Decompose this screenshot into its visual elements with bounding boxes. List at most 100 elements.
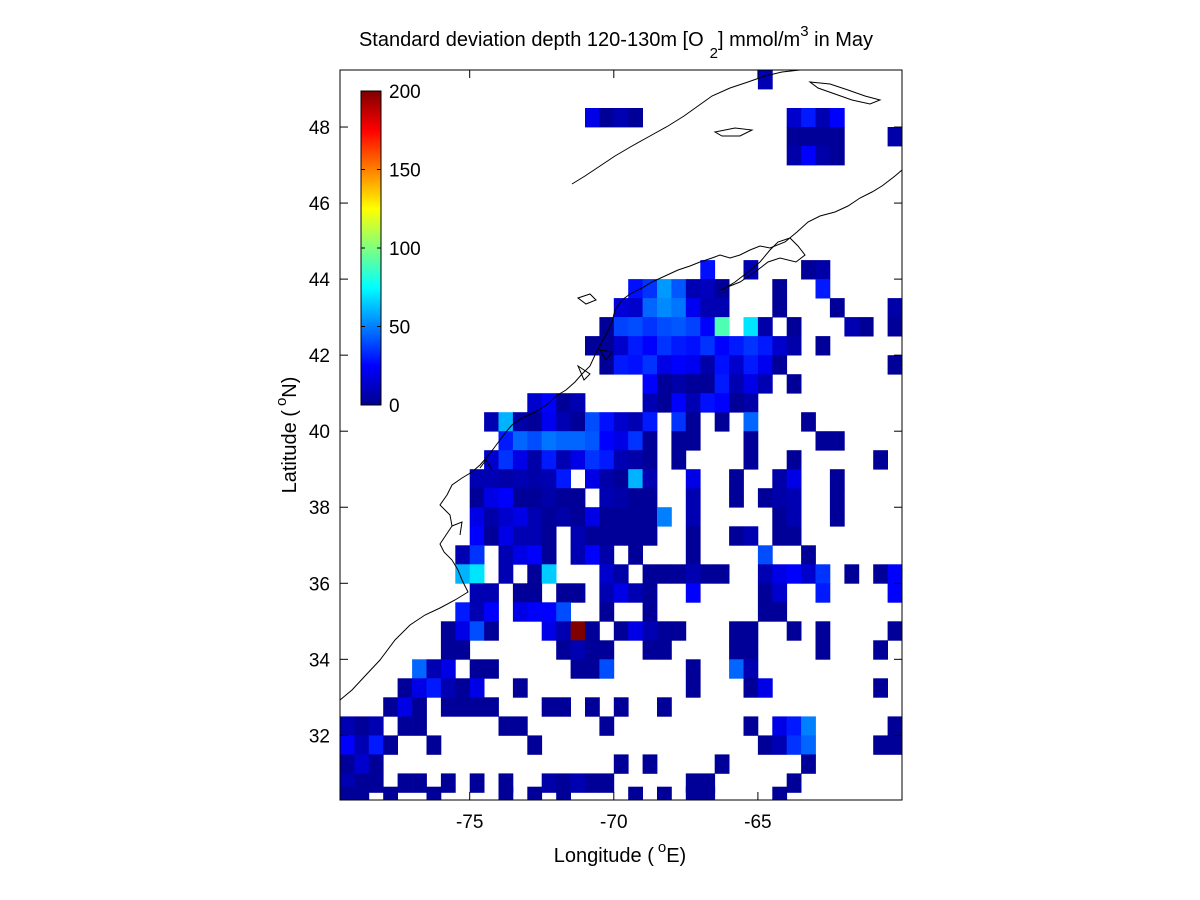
heatmap-cell <box>628 507 643 527</box>
heatmap-cell <box>599 469 615 489</box>
heatmap-cell <box>786 108 802 128</box>
heatmap-cell <box>469 697 485 717</box>
heatmap-cell <box>729 355 744 375</box>
heatmap-cell <box>873 450 888 470</box>
heatmap-cell <box>671 298 687 318</box>
heatmap-cell <box>484 621 499 641</box>
heatmap-cell <box>887 355 903 375</box>
heatmap-cell <box>599 355 615 375</box>
heatmap-cell <box>628 526 643 546</box>
heatmap-cell <box>397 697 413 717</box>
heatmap-cell <box>469 564 485 584</box>
heatmap-cell <box>671 336 687 356</box>
heatmap-cell <box>585 450 600 470</box>
heatmap-cell <box>354 716 370 736</box>
heatmap-cell <box>397 716 413 736</box>
heatmap-cell <box>498 412 514 432</box>
heatmap-cell <box>613 621 629 641</box>
heatmap-cell <box>628 545 643 565</box>
heatmap-cell <box>455 640 471 660</box>
heatmap-cell <box>570 488 586 508</box>
heatmap-cell <box>714 754 730 774</box>
heatmap-cell <box>599 602 615 622</box>
heatmap-cell <box>829 431 845 451</box>
colorbar-tick-label: 0 <box>389 396 400 417</box>
heatmap-cell <box>642 640 658 660</box>
heatmap-cell <box>541 564 557 584</box>
heatmap-cell <box>599 659 615 679</box>
heatmap-cell <box>700 355 716 375</box>
heatmap-cell <box>585 773 600 793</box>
heatmap-cell <box>556 697 571 717</box>
heatmap-cell <box>685 317 701 337</box>
heatmap-cell <box>354 754 370 774</box>
heatmap-cell <box>714 336 730 356</box>
heatmap-cell <box>613 355 629 375</box>
heatmap-cell <box>671 374 687 394</box>
heatmap-cell <box>498 545 514 565</box>
heatmap-cell <box>815 431 831 451</box>
heatmap-cell <box>743 431 759 451</box>
heatmap-cell <box>642 336 658 356</box>
x-axis: -75 -70 -65 <box>456 70 772 833</box>
heatmap-cell <box>801 108 816 128</box>
heatmap-cell <box>469 773 485 793</box>
heatmap-cell <box>642 393 658 413</box>
heatmap-cell <box>484 469 499 489</box>
heatmap-cell <box>628 317 643 337</box>
heatmap-cell <box>873 678 888 698</box>
heatmap-cell <box>628 583 643 603</box>
x-tick-label: -70 <box>600 812 627 833</box>
heatmap-cell <box>512 469 528 489</box>
heatmap-cell <box>873 735 888 755</box>
heatmap-cell <box>613 469 629 489</box>
heatmap-cell <box>671 393 687 413</box>
heatmap-cell <box>613 412 629 432</box>
heatmap-cell <box>469 469 485 489</box>
heatmap-cell <box>469 659 485 679</box>
heatmap-cell <box>757 678 773 698</box>
heatmap-cell <box>599 507 615 527</box>
heatmap-cell <box>815 108 831 128</box>
heatmap-cell <box>498 526 514 546</box>
heatmap-cell <box>527 393 543 413</box>
heatmap-cell <box>700 298 716 318</box>
heatmap-cell <box>887 716 903 736</box>
heatmap-cell <box>512 507 528 527</box>
heatmap-cell <box>556 602 571 622</box>
heatmap-cell <box>887 621 903 641</box>
heatmap-cell <box>440 678 456 698</box>
heatmap-cell <box>541 507 557 527</box>
heatmap-cell <box>556 488 571 508</box>
heatmap-cell <box>815 640 831 660</box>
heatmap-cell <box>613 431 629 451</box>
heatmap-cell <box>628 786 643 801</box>
heatmap-cell <box>757 545 773 565</box>
heatmap-cell <box>527 450 543 470</box>
heatmap-cell <box>757 735 773 755</box>
heatmap-cell <box>657 374 672 394</box>
heatmap-cell <box>527 786 543 801</box>
heatmap-cell <box>743 336 759 356</box>
heatmap-cell <box>484 450 499 470</box>
heatmap-cell <box>527 545 543 565</box>
heatmap-cell <box>412 678 427 698</box>
colorbar-tick-label: 200 <box>389 82 421 103</box>
heatmap-cell <box>642 564 658 584</box>
heatmap-cell <box>757 374 773 394</box>
heatmap-cell <box>786 336 802 356</box>
heatmap-cell <box>642 488 658 508</box>
heatmap-cell <box>685 564 701 584</box>
heatmap-cell <box>642 507 658 527</box>
heatmap-cell <box>729 336 744 356</box>
heatmap-cell <box>570 659 586 679</box>
heatmap-cell <box>786 127 802 147</box>
heatmap-cell <box>671 412 687 432</box>
heatmap-cell <box>657 621 672 641</box>
heatmap-cell <box>541 602 557 622</box>
heatmap-cell <box>685 431 701 451</box>
heatmap-cell <box>685 583 701 603</box>
heatmap-cell <box>484 526 499 546</box>
heatmap-cell <box>786 317 802 337</box>
heatmap-cell <box>700 260 716 280</box>
